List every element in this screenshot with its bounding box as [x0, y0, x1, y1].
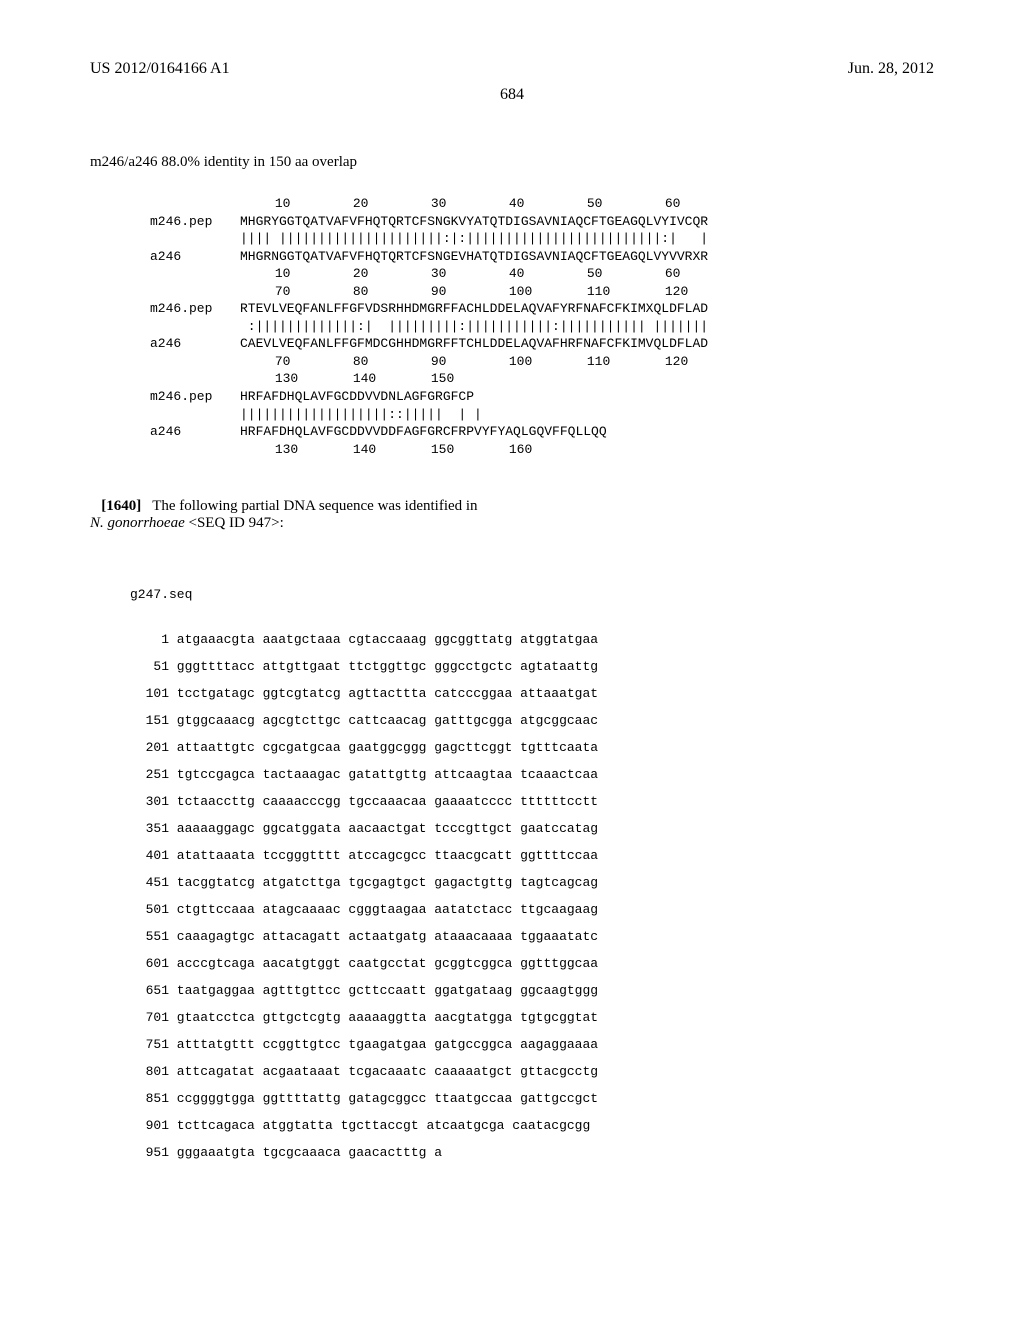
seq1-line-3: HRFAFDHQLAVFGCDDVVDNLAGFGRGFCP	[240, 389, 474, 404]
publication-number: US 2012/0164166 A1	[90, 60, 230, 78]
seq2-line-3: HRFAFDHQLAVFGCDDVVDDFAGFGRCFRPVYFYAQLGQV…	[240, 424, 607, 439]
seq2-line-2: CAEVLVEQFANLFFGFMDCGHHDMGRFFTCHLDDELAQVA…	[240, 336, 708, 351]
alignment-block: 10 20 30 40 50 60 m246.pepMHGRYGGTQATVAF…	[150, 195, 934, 458]
dna-lines-container: 1 atgaaacgta aaatgctaaa cgtaccaaag ggcgg…	[130, 633, 934, 1159]
dna-line: 351 aaaaaggagc ggcatggata aacaactgat tcc…	[130, 822, 934, 835]
paragraph-number: [1640]	[101, 498, 141, 514]
match-line-2: :|||||||||||||:| |||||||||:|||||||||||:|…	[240, 319, 708, 334]
dna-line: 901 tcttcagaca atggtatta tgcttaccgt atca…	[130, 1119, 934, 1132]
dna-line: 451 tacggtatcg atgatcttga tgcgagtgct gag…	[130, 876, 934, 889]
page-container: US 2012/0164166 A1 Jun. 28, 2012 684 m24…	[0, 0, 1024, 1239]
dna-line: 651 taatgaggaa agtttgttcc gcttccaatt gga…	[130, 984, 934, 997]
dna-line: 751 atttatgttt ccggttgtcc tgaagatgaa gat…	[130, 1038, 934, 1051]
page-number: 684	[90, 86, 934, 104]
dna-line: 951 gggaaatgta tgcgcaaaca gaacactttg a	[130, 1146, 934, 1159]
seq2-label-3: a246	[150, 423, 240, 441]
seq2-line-1: MHGRNGGTQATVAFVFHQTQRTCFSNGEVHATQTDIGSAV…	[240, 249, 708, 264]
dna-line: 401 atattaaata tccgggtttt atccagcgcc tta…	[130, 849, 934, 862]
dna-line: 101 tcctgatagc ggtcgtatcg agttacttta cat…	[130, 687, 934, 700]
ruler-bot-2: 70 80 90 100 110 120	[150, 354, 688, 369]
match-line-1: |||| |||||||||||||||||||||:|:|||||||||||…	[240, 231, 708, 246]
publication-date: Jun. 28, 2012	[848, 60, 934, 78]
ruler-top-2: 70 80 90 100 110 120	[150, 284, 688, 299]
seq2-label-1: a246	[150, 248, 240, 266]
spacer	[150, 406, 240, 424]
seq1-label-1: m246.pep	[150, 213, 240, 231]
ruler-bot-1: 10 20 30 40 50 60	[150, 266, 681, 281]
paragraph-text-after: <SEQ ID 947>:	[185, 515, 284, 531]
dna-line: 251 tgtccgagca tactaaagac gatattgttg att…	[130, 768, 934, 781]
match-line-3: |||||||||||||||||||::||||| | |	[240, 407, 482, 422]
ruler-bot-3: 130 140 150 160	[150, 442, 532, 457]
seq1-label-2: m246.pep	[150, 300, 240, 318]
dna-line: 151 gtggcaaacg agcgtcttgc cattcaacag gat…	[130, 714, 934, 727]
dna-line: 801 attcagatat acgaataaat tcgacaaatc caa…	[130, 1065, 934, 1078]
seq1-line-2: RTEVLVEQFANLFFGFVDSRHHDMGRFFACHLDDELAQVA…	[240, 301, 708, 316]
dna-line: 201 attaattgtc cgcgatgcaa gaatggcggg gag…	[130, 741, 934, 754]
identity-line: m246/a246 88.0% identity in 150 aa overl…	[90, 154, 934, 171]
dna-line: 1 atgaaacgta aaatgctaaa cgtaccaaag ggcgg…	[130, 633, 934, 646]
dna-line: 551 caaagagtgc attacagatt actaatgatg ata…	[130, 930, 934, 943]
seq2-label-2: a246	[150, 335, 240, 353]
paragraph-text-before: The following partial DNA sequence was i…	[152, 498, 477, 514]
seq1-line-1: MHGRYGGTQATVAFVFHQTQRTCFSNGKVYATQTDIGSAV…	[240, 214, 708, 229]
dna-line: 851 ccggggtgga ggttttattg gatagcggcc tta…	[130, 1092, 934, 1105]
dna-line: 601 acccgtcaga aacatgtggt caatgcctat gcg…	[130, 957, 934, 970]
dna-header: g247.seq	[130, 588, 934, 601]
paragraph-note: [1640] The following partial DNA sequenc…	[90, 498, 490, 532]
species-name: N. gonorrhoeae	[90, 515, 185, 531]
dna-line: 301 tctaaccttg caaaacccgg tgccaaacaa gaa…	[130, 795, 934, 808]
dna-line: 501 ctgttccaaa atagcaaaac cgggtaagaa aat…	[130, 903, 934, 916]
spacer	[150, 230, 240, 248]
spacer	[150, 318, 240, 336]
ruler-top-3: 130 140 150	[150, 371, 454, 386]
ruler-top-1: 10 20 30 40 50 60	[150, 196, 681, 211]
page-header: US 2012/0164166 A1 Jun. 28, 2012	[90, 60, 934, 78]
seq1-label-3: m246.pep	[150, 388, 240, 406]
dna-line: 701 gtaatcctca gttgctcgtg aaaaaggtta aac…	[130, 1011, 934, 1024]
dna-sequence-block: g247.seq 1 atgaaacgta aaatgctaaa cgtacca…	[130, 562, 934, 1199]
dna-line: 51 gggttttacc attgttgaat ttctggttgc gggc…	[130, 660, 934, 673]
